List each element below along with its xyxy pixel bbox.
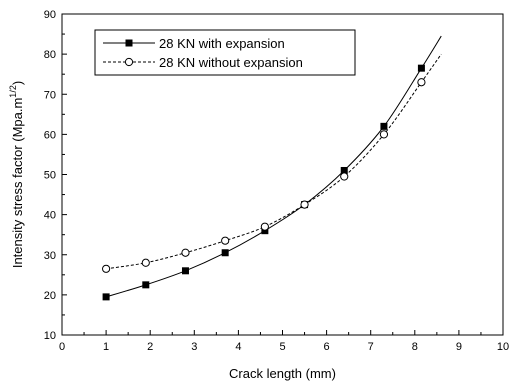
legend: 28 KN with expansion 28 KN without expans…: [94, 29, 356, 76]
series-layer: [102, 35, 442, 301]
data-point: [340, 166, 348, 174]
series-line: [105, 35, 442, 298]
y-axis-label-main: Intensity stress factor (Mpa.m: [10, 98, 25, 269]
data-point: [141, 258, 150, 267]
x-axis: 0 1 2 3 4 5 6 7 8 9 10: [59, 330, 509, 353]
data-point: [380, 122, 388, 130]
series-1: [102, 35, 442, 301]
data-point: [300, 200, 309, 209]
x-tick-label: 5: [279, 341, 285, 353]
y-tick-label: 80: [44, 49, 56, 61]
data-point: [340, 172, 349, 181]
data-point: [221, 249, 229, 257]
y-axis-label-exponent: 1/2: [8, 85, 18, 98]
data-point: [260, 222, 269, 231]
y-axis: 10 20 30 40 50 60 70 80 90: [44, 9, 67, 342]
x-tick-label: 7: [368, 341, 374, 353]
y-tick-label: 30: [44, 250, 56, 262]
y-tick-label: 70: [44, 89, 56, 101]
y-tick-label: 50: [44, 170, 56, 182]
x-tick-label: 0: [59, 341, 65, 353]
y-tick-label: 90: [44, 9, 56, 21]
data-point: [142, 281, 150, 289]
y-tick-label: 60: [44, 129, 56, 141]
legend-label: 28 KN with expansion: [159, 36, 285, 51]
x-tick-label: 6: [324, 341, 330, 353]
x-tick-label: 9: [456, 341, 462, 353]
y-axis-label-close: ): [10, 81, 25, 85]
y-tick-label: 20: [44, 290, 56, 302]
series-line: [106, 53, 442, 270]
legend-box: [94, 29, 356, 76]
x-tick-label: 1: [103, 341, 109, 353]
legend-marker: [124, 57, 134, 67]
y-axis-label: Intensity stress factor (Mpa.m1/2): [8, 81, 25, 268]
y-tick-label: 40: [44, 210, 56, 222]
data-point: [181, 267, 189, 275]
data-point: [379, 130, 389, 139]
x-axis-label: Crack length (mm): [229, 366, 336, 381]
data-point: [102, 293, 110, 301]
legend-marker: [125, 39, 133, 47]
x-tick-label: 4: [235, 341, 241, 353]
data-point: [417, 64, 425, 72]
x-tick-label: 10: [497, 341, 509, 353]
data-point: [102, 264, 111, 273]
data-point: [221, 236, 230, 245]
series-2: [102, 53, 442, 273]
data-point: [417, 78, 426, 87]
y-tick-label: 10: [44, 330, 56, 342]
x-tick-label: 2: [147, 341, 153, 353]
x-tick-label: 8: [412, 341, 418, 353]
legend-label: 28 KN without expansion: [159, 55, 303, 70]
x-tick-label: 3: [191, 341, 197, 353]
data-point: [181, 248, 190, 257]
